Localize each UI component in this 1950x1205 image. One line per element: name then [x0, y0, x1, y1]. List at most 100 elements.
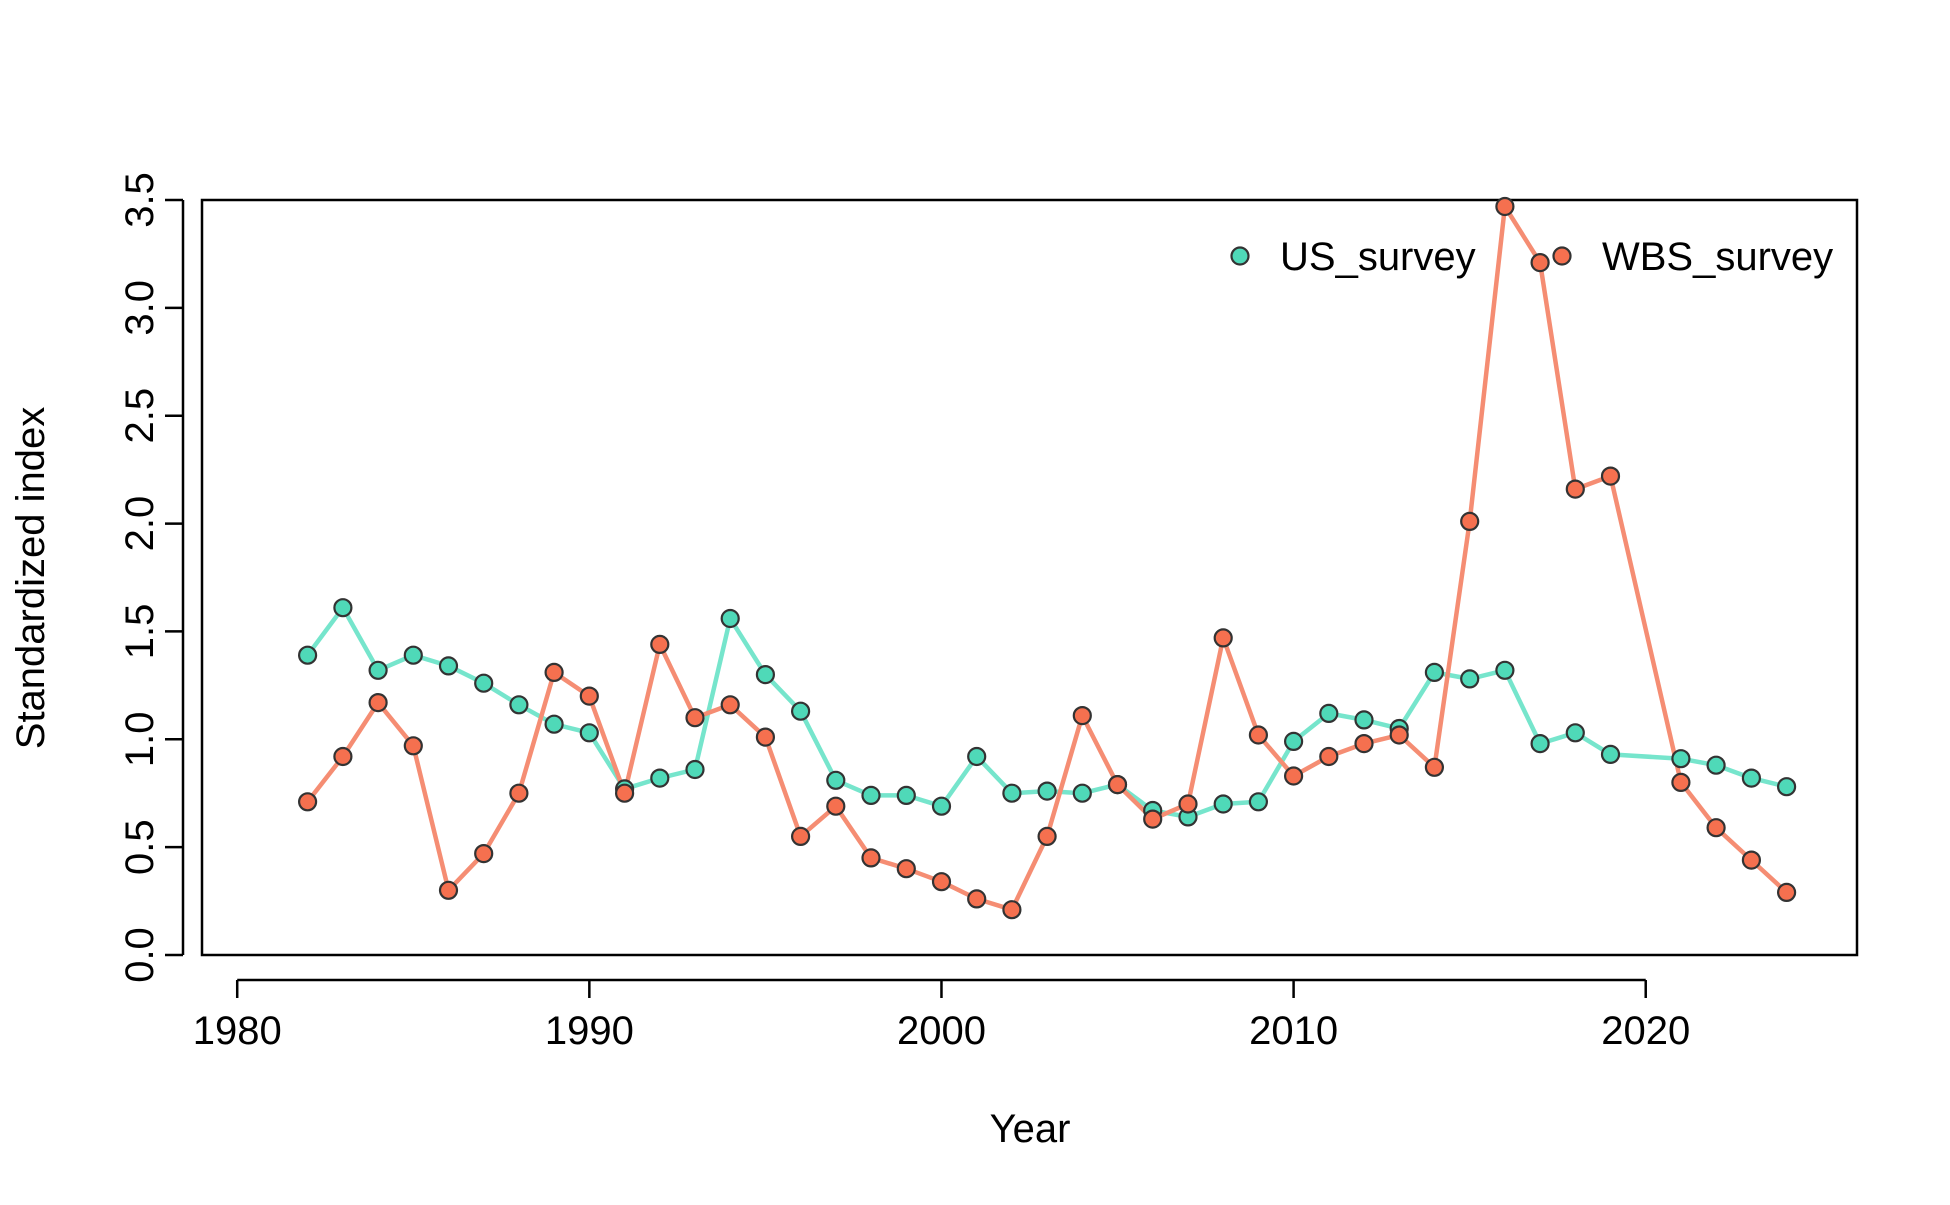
data-point-US_survey — [368, 660, 388, 680]
data-point-US_survey — [1037, 781, 1057, 801]
data-point-WBS_survey — [790, 826, 811, 847]
y-tick-label: 3.5 — [118, 172, 162, 228]
y-axis: 0.0 0.5 1.0 1.5 2.0 2.5 3.0 3.5 — [118, 172, 185, 983]
y-tick-label: 3.0 — [118, 280, 162, 336]
y-axis-label: Standardized index — [9, 407, 53, 749]
data-point-US_survey — [1213, 794, 1233, 814]
data-point-US_survey — [1741, 768, 1762, 788]
data-point-US_survey — [1248, 792, 1269, 812]
plot-frame — [200, 198, 1859, 957]
data-point-WBS_survey — [1072, 705, 1092, 726]
x-tick-label: 2020 — [1601, 1009, 1690, 1053]
data-point-US_survey — [896, 785, 916, 806]
data-point-WBS_survey — [896, 859, 916, 879]
x-tick-label: 2010 — [1249, 1009, 1338, 1053]
series-layer — [298, 196, 1797, 920]
data-point-WBS_survey — [1600, 466, 1621, 486]
data-point-US_survey — [755, 664, 776, 685]
data-point-US_survey — [298, 645, 318, 665]
y-tick-label: 1.5 — [118, 604, 162, 660]
x-axis-label: Year — [990, 1107, 1071, 1151]
data-point-WBS_survey — [1741, 850, 1762, 870]
data-point-US_survey — [861, 785, 881, 806]
data-point-US_survey — [1495, 660, 1515, 680]
y-tick-label: 2.5 — [118, 388, 162, 444]
data-point-WBS_survey — [755, 727, 776, 747]
data-point-US_survey — [1530, 733, 1550, 754]
data-point-WBS_survey — [509, 783, 529, 803]
data-point-WBS_survey — [438, 880, 459, 900]
data-point-US_survey — [1565, 723, 1585, 743]
legend-marker-US_survey — [1230, 246, 1250, 266]
data-point-US_survey — [544, 714, 564, 734]
data-point-WBS_survey — [685, 708, 705, 728]
data-point-US_survey — [1671, 749, 1691, 769]
x-axis: 1980 1990 2000 2010 2020 — [193, 978, 1690, 1053]
data-point-US_survey — [720, 608, 740, 629]
data-point-US_survey — [509, 695, 529, 715]
data-point-US_survey — [1706, 755, 1726, 775]
data-point-WBS_survey — [1706, 818, 1726, 838]
data-point-WBS_survey — [1530, 253, 1550, 273]
x-tick-label: 1990 — [545, 1009, 634, 1053]
data-point-WBS_survey — [650, 634, 670, 655]
data-point-WBS_survey — [1671, 772, 1691, 793]
data-point-US_survey — [790, 701, 811, 721]
y-tick-label: 0.5 — [118, 819, 162, 875]
legend-marker-WBS_survey — [1552, 246, 1572, 266]
y-tick-label: 0.0 — [118, 927, 162, 983]
data-point-WBS_survey — [1319, 746, 1339, 767]
data-point-WBS_survey — [544, 662, 564, 683]
x-tick-label: 1980 — [193, 1009, 282, 1053]
data-point-US_survey — [1424, 662, 1445, 683]
data-point-WBS_survey — [967, 889, 987, 909]
data-point-US_survey — [333, 598, 353, 618]
data-point-WBS_survey — [1283, 766, 1304, 786]
data-point-WBS_survey — [1354, 733, 1374, 754]
legend-label-US_survey: US_survey — [1280, 235, 1476, 279]
data-point-US_survey — [931, 796, 952, 816]
legend-label-WBS_survey: WBS_survey — [1602, 235, 1833, 279]
data-point-US_survey — [403, 645, 423, 665]
data-point-WBS_survey — [720, 695, 740, 715]
data-point-WBS_survey — [1389, 725, 1409, 745]
data-point-US_survey — [967, 746, 987, 767]
data-point-US_survey — [826, 770, 846, 790]
data-point-WBS_survey — [579, 686, 599, 706]
data-point-WBS_survey — [333, 746, 353, 767]
data-point-US_survey — [579, 723, 599, 743]
data-point-WBS_survey — [1460, 511, 1480, 532]
data-point-US_survey — [650, 768, 670, 788]
data-point-US_survey — [1319, 703, 1339, 724]
data-point-WBS_survey — [403, 736, 423, 756]
data-point-WBS_survey — [826, 796, 846, 816]
data-point-US_survey — [1002, 783, 1022, 803]
data-point-WBS_survey — [614, 783, 635, 803]
data-point-US_survey — [685, 759, 705, 780]
data-point-WBS_survey — [1107, 774, 1128, 795]
data-point-WBS_survey — [1037, 826, 1057, 847]
y-tick-label: 1.0 — [118, 711, 162, 767]
data-point-US_survey — [1600, 744, 1621, 765]
data-point-WBS_survey — [368, 692, 388, 713]
data-point-WBS_survey — [931, 872, 952, 892]
legend: US_survey WBS_survey — [1230, 235, 1833, 279]
data-point-WBS_survey — [1002, 900, 1022, 920]
data-point-US_survey — [1072, 783, 1092, 803]
data-point-US_survey — [1776, 777, 1797, 797]
data-point-WBS_survey — [474, 843, 494, 864]
data-point-WBS_survey — [1213, 628, 1233, 648]
y-tick-label: 2.0 — [118, 496, 162, 552]
data-point-US_survey — [1460, 669, 1480, 689]
data-point-WBS_survey — [861, 848, 881, 868]
series-line-WBS_survey — [305, 204, 1789, 912]
data-point-US_survey — [474, 673, 494, 693]
data-point-WBS_survey — [1776, 882, 1797, 903]
data-point-WBS_survey — [1495, 196, 1515, 217]
data-point-WBS_survey — [1143, 809, 1163, 829]
data-point-WBS_survey — [1248, 725, 1269, 745]
x-tick-label: 2000 — [897, 1009, 986, 1053]
data-point-US_survey — [1283, 731, 1304, 752]
